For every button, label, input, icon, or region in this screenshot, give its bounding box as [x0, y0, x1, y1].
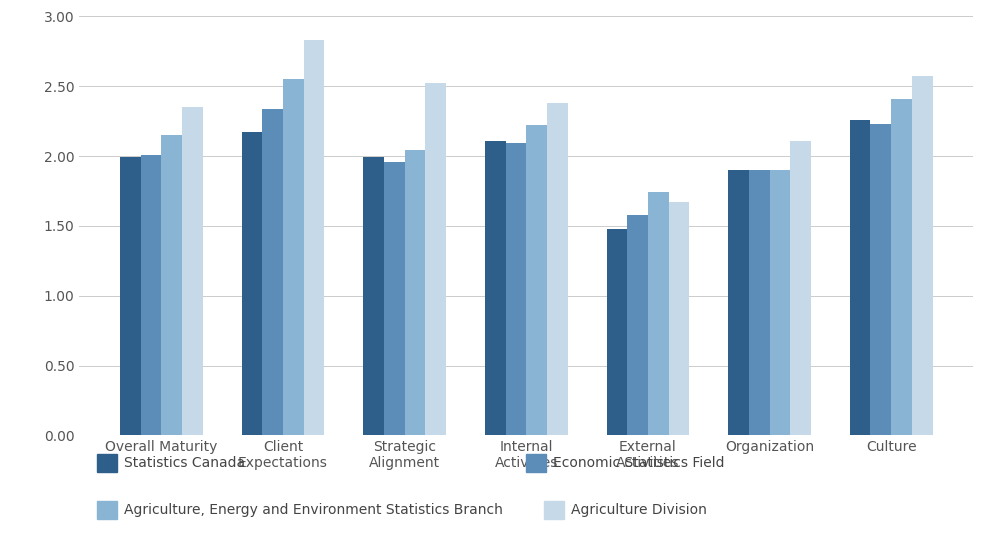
- FancyBboxPatch shape: [544, 501, 564, 519]
- Bar: [850, 120, 871, 435]
- Bar: [405, 151, 425, 435]
- Bar: [283, 79, 304, 435]
- Bar: [728, 170, 749, 435]
- Bar: [425, 84, 446, 435]
- Bar: [607, 229, 628, 435]
- Bar: [647, 192, 668, 435]
- Bar: [182, 107, 203, 435]
- Bar: [384, 162, 405, 435]
- FancyBboxPatch shape: [97, 454, 117, 472]
- Bar: [304, 40, 325, 435]
- Bar: [891, 99, 912, 435]
- Bar: [790, 141, 811, 435]
- Text: Agriculture Division: Agriculture Division: [571, 503, 707, 517]
- Bar: [162, 135, 182, 435]
- Bar: [262, 109, 283, 435]
- Bar: [241, 132, 262, 435]
- Text: Statistics Canada: Statistics Canada: [124, 456, 245, 470]
- Bar: [363, 157, 384, 435]
- Bar: [505, 144, 526, 435]
- Text: Agriculture, Energy and Environment Statistics Branch: Agriculture, Energy and Environment Stat…: [124, 503, 503, 517]
- Bar: [547, 103, 568, 435]
- Text: Economic Statistics Field: Economic Statistics Field: [553, 456, 725, 470]
- Bar: [770, 170, 790, 435]
- Bar: [912, 76, 932, 435]
- Bar: [668, 202, 689, 435]
- FancyBboxPatch shape: [526, 454, 546, 472]
- Bar: [628, 215, 647, 435]
- Bar: [120, 157, 141, 435]
- Bar: [526, 126, 547, 435]
- FancyBboxPatch shape: [97, 501, 117, 519]
- Bar: [749, 170, 770, 435]
- Bar: [871, 124, 891, 435]
- Bar: [485, 141, 505, 435]
- Bar: [141, 155, 162, 435]
